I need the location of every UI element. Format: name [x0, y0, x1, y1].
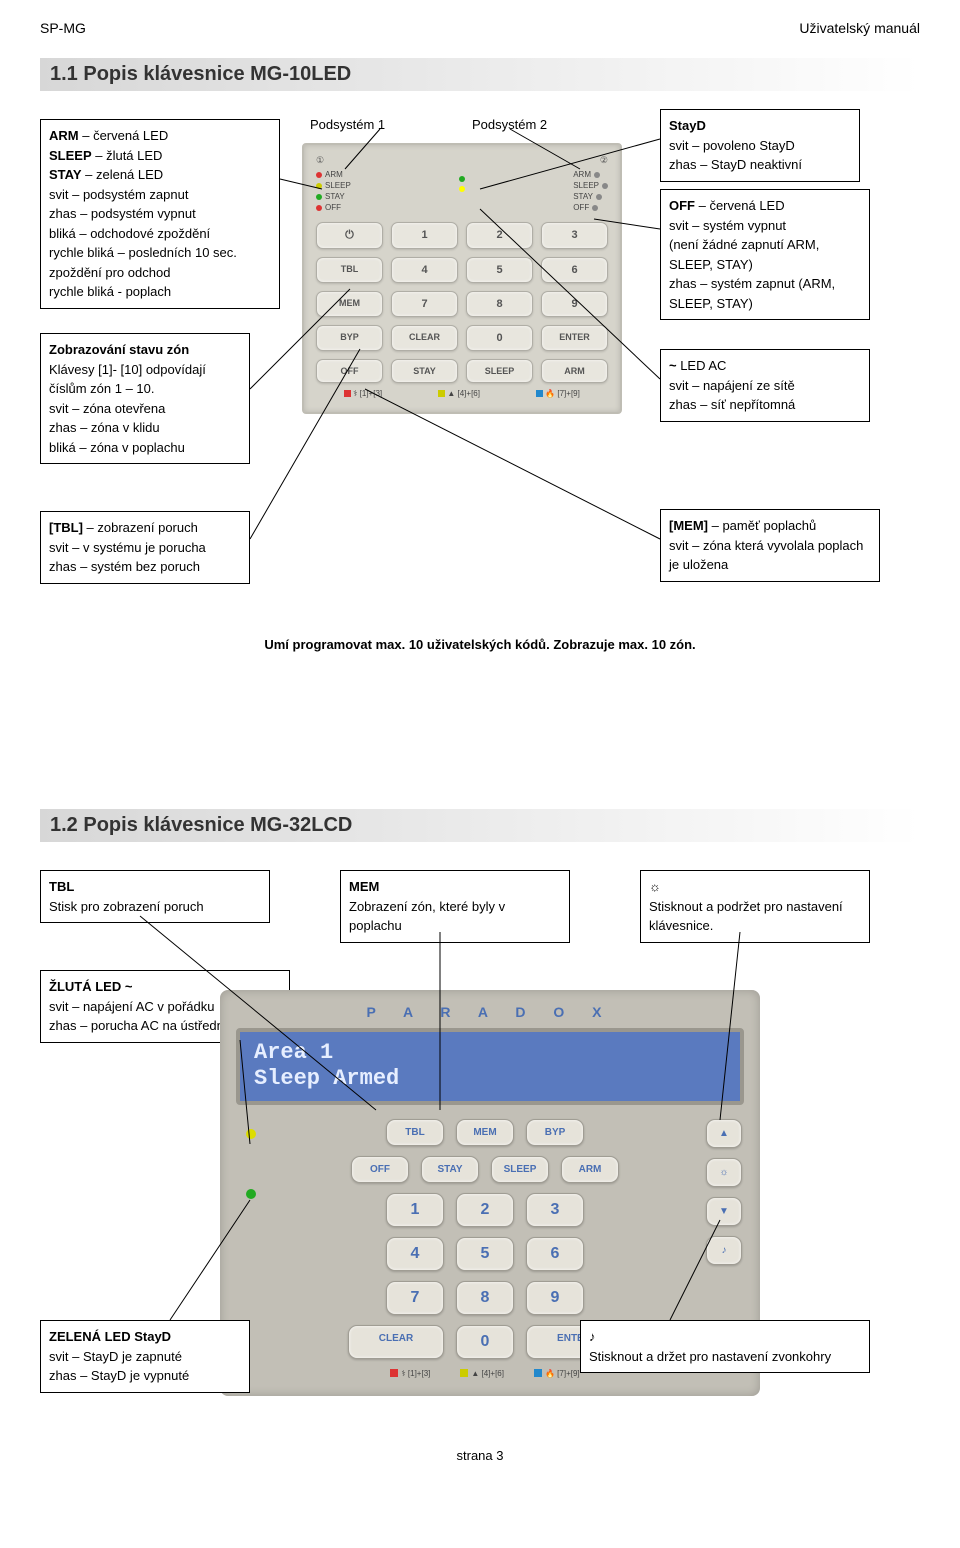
lcd-side-buttons: ▲ ☼ ▼ ♪	[704, 1119, 744, 1265]
lcd-side-☼[interactable]: ☼	[706, 1158, 742, 1187]
section1-title: 1.1 Popis klávesnice MG-10LED	[40, 58, 920, 91]
lcd-key-3[interactable]: 3	[526, 1193, 584, 1227]
lcd-status-leds	[236, 1119, 266, 1199]
key-⏻[interactable]: ⏻	[316, 222, 383, 249]
section2-diagram: TBLStisk pro zobrazení poruch MEMZobraze…	[40, 860, 920, 1420]
lcd-key-clear[interactable]: CLEAR	[348, 1325, 444, 1359]
lcd-key-4[interactable]: 4	[386, 1237, 444, 1271]
key-clear[interactable]: CLEAR	[391, 325, 458, 351]
key-stay[interactable]: STAY	[391, 359, 458, 383]
header-right: Uživatelský manuál	[799, 20, 920, 36]
box-green-led: ZELENÁ LED StayDsvit – StayD je zapnutéz…	[40, 1320, 250, 1393]
key-enter[interactable]: ENTER	[541, 325, 608, 351]
lcd-side-♪[interactable]: ♪	[706, 1236, 742, 1265]
section1-footnote: Umí programovat max. 10 uživatelských kó…	[40, 637, 920, 652]
box-lcd-mem: MEMZobrazení zón, které byly v poplachu	[340, 870, 570, 943]
led-column-1: ARMSLEEPSTAYOFF	[316, 170, 351, 212]
lcd-key-9[interactable]: 9	[526, 1281, 584, 1315]
lcd-key-stay[interactable]: STAY	[421, 1156, 479, 1183]
lcd-key-7[interactable]: 7	[386, 1281, 444, 1315]
lcd-key-2[interactable]: 2	[456, 1193, 514, 1227]
box-arm-leds: ARM – červená LEDSLEEP – žlutá LEDSTAY –…	[40, 119, 280, 309]
keypad-mg10led: ① ② ARMSLEEPSTAYOFF ARMSLEEPSTAYOFF ⏻123…	[302, 143, 622, 414]
lcd-line2: Sleep Armed	[254, 1066, 726, 1092]
lcd-key-sleep[interactable]: SLEEP	[491, 1156, 549, 1183]
box-zone-status: Zobrazování stavu zónKlávesy [1]- [10] o…	[40, 333, 250, 464]
lcd-key-8[interactable]: 8	[456, 1281, 514, 1315]
key-7[interactable]: 7	[391, 291, 458, 317]
lcd-side-▲[interactable]: ▲	[706, 1119, 742, 1148]
section1-diagram: ARM – červená LEDSLEEP – žlutá LEDSTAY –…	[40, 109, 920, 809]
lcd-key-tbl[interactable]: TBL	[386, 1119, 444, 1146]
section2-title: 1.2 Popis klávesnice MG-32LCD	[40, 809, 920, 842]
box-ac-led: ~ LED ACsvit – napájení ze sítězhas – sí…	[660, 349, 870, 422]
key-1[interactable]: 1	[391, 222, 458, 249]
key-byp[interactable]: BYP	[316, 325, 383, 351]
lcd-key-off[interactable]: OFF	[351, 1156, 409, 1183]
lcd-key-arm[interactable]: ARM	[561, 1156, 619, 1183]
key-6[interactable]: 6	[541, 257, 608, 283]
lcd-brand: P A R A D O X	[236, 1004, 744, 1020]
lcd-display: Area 1 Sleep Armed	[236, 1028, 744, 1105]
box-mem: [MEM] – paměť poplachůsvit – zóna která …	[660, 509, 880, 582]
box-lcd-tbl: TBLStisk pro zobrazení poruch	[40, 870, 270, 923]
page-header: SP-MG Uživatelský manuál	[40, 20, 920, 36]
key-off[interactable]: OFF	[316, 359, 383, 383]
box-lcd-brightness: ☼Stisknout a podržet pro nastavení kláve…	[640, 870, 870, 943]
led-column-2: ARMSLEEPSTAYOFF	[573, 170, 608, 212]
label-podsystem2: Podsystém 2	[472, 117, 547, 132]
key-4[interactable]: 4	[391, 257, 458, 283]
key-2[interactable]: 2	[466, 222, 533, 249]
lcd-key-5[interactable]: 5	[456, 1237, 514, 1271]
key-8[interactable]: 8	[466, 291, 533, 317]
key-3[interactable]: 3	[541, 222, 608, 249]
keypad-panic-legend: ⚕ [1]+[3]▲ [4]+[6]🔥 [7]+[9]	[316, 389, 608, 398]
lcd-line1: Area 1	[254, 1040, 726, 1066]
key-0[interactable]: 0	[466, 325, 533, 351]
lcd-key-6[interactable]: 6	[526, 1237, 584, 1271]
key-sleep[interactable]: SLEEP	[466, 359, 533, 383]
key-mem[interactable]: MEM	[316, 291, 383, 317]
box-stayd: StayDsvit – povoleno StayDzhas – StayD n…	[660, 109, 860, 182]
header-left: SP-MG	[40, 20, 86, 36]
box-off-led: OFF – červená LEDsvit – systém vypnut(ne…	[660, 189, 870, 320]
key-5[interactable]: 5	[466, 257, 533, 283]
lcd-side-▼[interactable]: ▼	[706, 1197, 742, 1226]
lcd-key-0[interactable]: 0	[456, 1325, 514, 1359]
lcd-key-mem[interactable]: MEM	[456, 1119, 514, 1146]
center-leds	[459, 170, 465, 212]
box-chime: ♪Stisknout a držet pro nastavení zvonkoh…	[580, 1320, 870, 1373]
label-podsystem1: Podsystém 1	[310, 117, 385, 132]
keypad-buttons: ⏻ 123 TBL 456 MEM 789 BYP CLEAR 0 ENTER OFF STAY SLE…	[316, 222, 608, 383]
key-9[interactable]: 9	[541, 291, 608, 317]
key-tbl[interactable]: TBL	[316, 257, 383, 283]
lcd-key-1[interactable]: 1	[386, 1193, 444, 1227]
page-number: strana 3	[40, 1448, 920, 1463]
box-tbl: [TBL] – zobrazení poruchsvit – v systému…	[40, 511, 250, 584]
key-arm[interactable]: ARM	[541, 359, 608, 383]
lcd-key-byp[interactable]: BYP	[526, 1119, 584, 1146]
